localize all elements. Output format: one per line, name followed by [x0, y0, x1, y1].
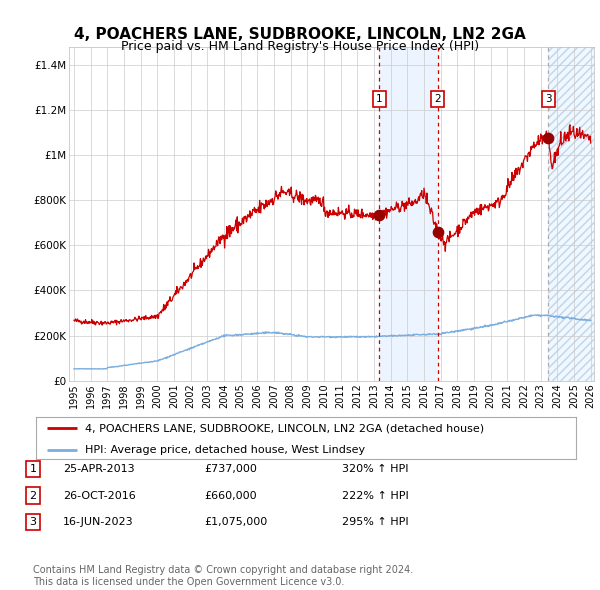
Text: 2: 2 — [29, 491, 37, 500]
Text: Contains HM Land Registry data © Crown copyright and database right 2024.
This d: Contains HM Land Registry data © Crown c… — [33, 565, 413, 587]
Text: 1: 1 — [29, 464, 37, 474]
Text: 2: 2 — [434, 94, 441, 104]
Bar — [548, 47, 594, 381]
Text: £660,000: £660,000 — [204, 491, 257, 500]
Text: 4, POACHERS LANE, SUDBROOKE, LINCOLN, LN2 2GA: 4, POACHERS LANE, SUDBROOKE, LINCOLN, LN… — [74, 27, 526, 41]
Text: £1,075,000: £1,075,000 — [204, 517, 267, 527]
Bar — [379, 47, 437, 381]
Text: 320% ↑ HPI: 320% ↑ HPI — [342, 464, 409, 474]
Text: Price paid vs. HM Land Registry's House Price Index (HPI): Price paid vs. HM Land Registry's House … — [121, 40, 479, 53]
Point — [374, 210, 384, 219]
Text: HPI: Average price, detached house, West Lindsey: HPI: Average price, detached house, West… — [85, 445, 365, 455]
Text: £737,000: £737,000 — [204, 464, 257, 474]
Point — [433, 227, 442, 237]
Text: 1: 1 — [376, 94, 383, 104]
Point — [544, 134, 553, 143]
Bar — [548, 47, 594, 381]
Text: 295% ↑ HPI: 295% ↑ HPI — [342, 517, 409, 527]
Text: 4, POACHERS LANE, SUDBROOKE, LINCOLN, LN2 2GA (detached house): 4, POACHERS LANE, SUDBROOKE, LINCOLN, LN… — [85, 424, 484, 434]
Text: 25-APR-2013: 25-APR-2013 — [63, 464, 134, 474]
Text: 3: 3 — [29, 517, 37, 527]
Text: 26-OCT-2016: 26-OCT-2016 — [63, 491, 136, 500]
Text: 16-JUN-2023: 16-JUN-2023 — [63, 517, 134, 527]
Text: 3: 3 — [545, 94, 551, 104]
Text: 222% ↑ HPI: 222% ↑ HPI — [342, 491, 409, 500]
